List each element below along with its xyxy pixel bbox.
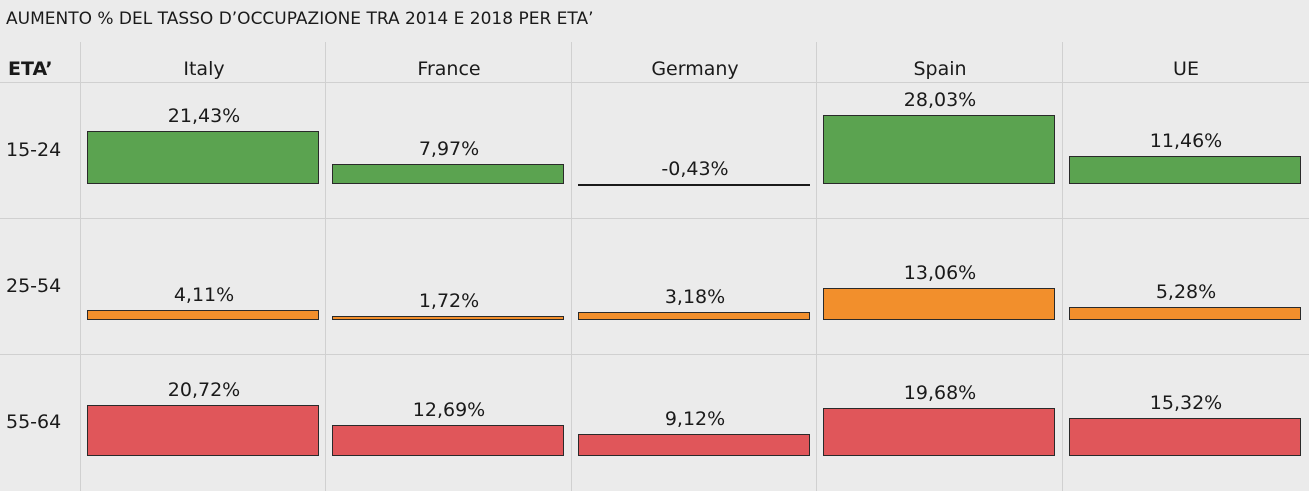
bar-value-label: 13,06% <box>903 261 977 284</box>
bar-55-64-italy <box>87 404 319 456</box>
row-label-25-54: 25-54 <box>6 275 62 297</box>
bar-25-54-germany <box>578 312 810 320</box>
bar-15-24-italy <box>87 131 319 184</box>
bar-55-64-ue <box>1069 418 1301 456</box>
bar-15-24-france <box>332 164 564 184</box>
bar-15-24-spain <box>823 115 1055 184</box>
bar-value-label: 4,11% <box>173 283 235 306</box>
bar-25-54-italy <box>87 309 319 320</box>
bar-value-label: 20,72% <box>167 378 241 401</box>
bar-value-label: 5,28% <box>1155 281 1217 303</box>
column-header-ue: UE <box>1173 58 1199 80</box>
bar-value-label: 12,69% <box>412 398 486 421</box>
bar-value-label: 1,72% <box>418 289 480 312</box>
bar-value-label: 7,97% <box>418 138 480 161</box>
bar-25-54-ue <box>1069 307 1301 320</box>
bar-value-label: 15,32% <box>1149 392 1223 415</box>
bar-55-64-france <box>332 424 564 456</box>
column-divider <box>80 42 81 491</box>
bar-value-label: 3,18% <box>664 286 726 309</box>
column-divider <box>1062 42 1063 491</box>
bar-value-label: 28,03% <box>903 89 977 111</box>
row-label-15-24: 15-24 <box>6 139 62 161</box>
bar-value-label: 11,46% <box>1149 129 1223 152</box>
bar-15-24-germany <box>578 184 810 186</box>
row-divider <box>0 218 1309 219</box>
bar-value-label: 21,43% <box>167 105 241 128</box>
column-header-germany: Germany <box>651 58 739 80</box>
bar-25-54-spain <box>823 287 1055 320</box>
column-divider <box>816 42 817 491</box>
row-divider <box>0 82 1309 83</box>
column-divider <box>571 42 572 491</box>
bar-25-54-france <box>332 315 564 320</box>
bar-value-label: 19,68% <box>903 381 977 404</box>
column-header-italy: Italy <box>183 58 225 80</box>
bar-55-64-germany <box>578 433 810 456</box>
bar-value-label: -0,43% <box>661 158 729 180</box>
bar-value-label: 9,12% <box>664 407 726 430</box>
bar-55-64-spain <box>823 407 1055 456</box>
row-label-55-64: 55-64 <box>6 411 62 433</box>
row-divider <box>0 354 1309 355</box>
column-divider <box>325 42 326 491</box>
chart-title: AUMENTO % DEL TASSO D’OCCUPAZIONE TRA 20… <box>6 9 594 29</box>
column-header-spain: Spain <box>913 58 967 80</box>
bar-15-24-ue <box>1069 155 1301 184</box>
row-axis-title: ETA’ <box>8 58 53 80</box>
column-header-france: France <box>417 58 481 80</box>
